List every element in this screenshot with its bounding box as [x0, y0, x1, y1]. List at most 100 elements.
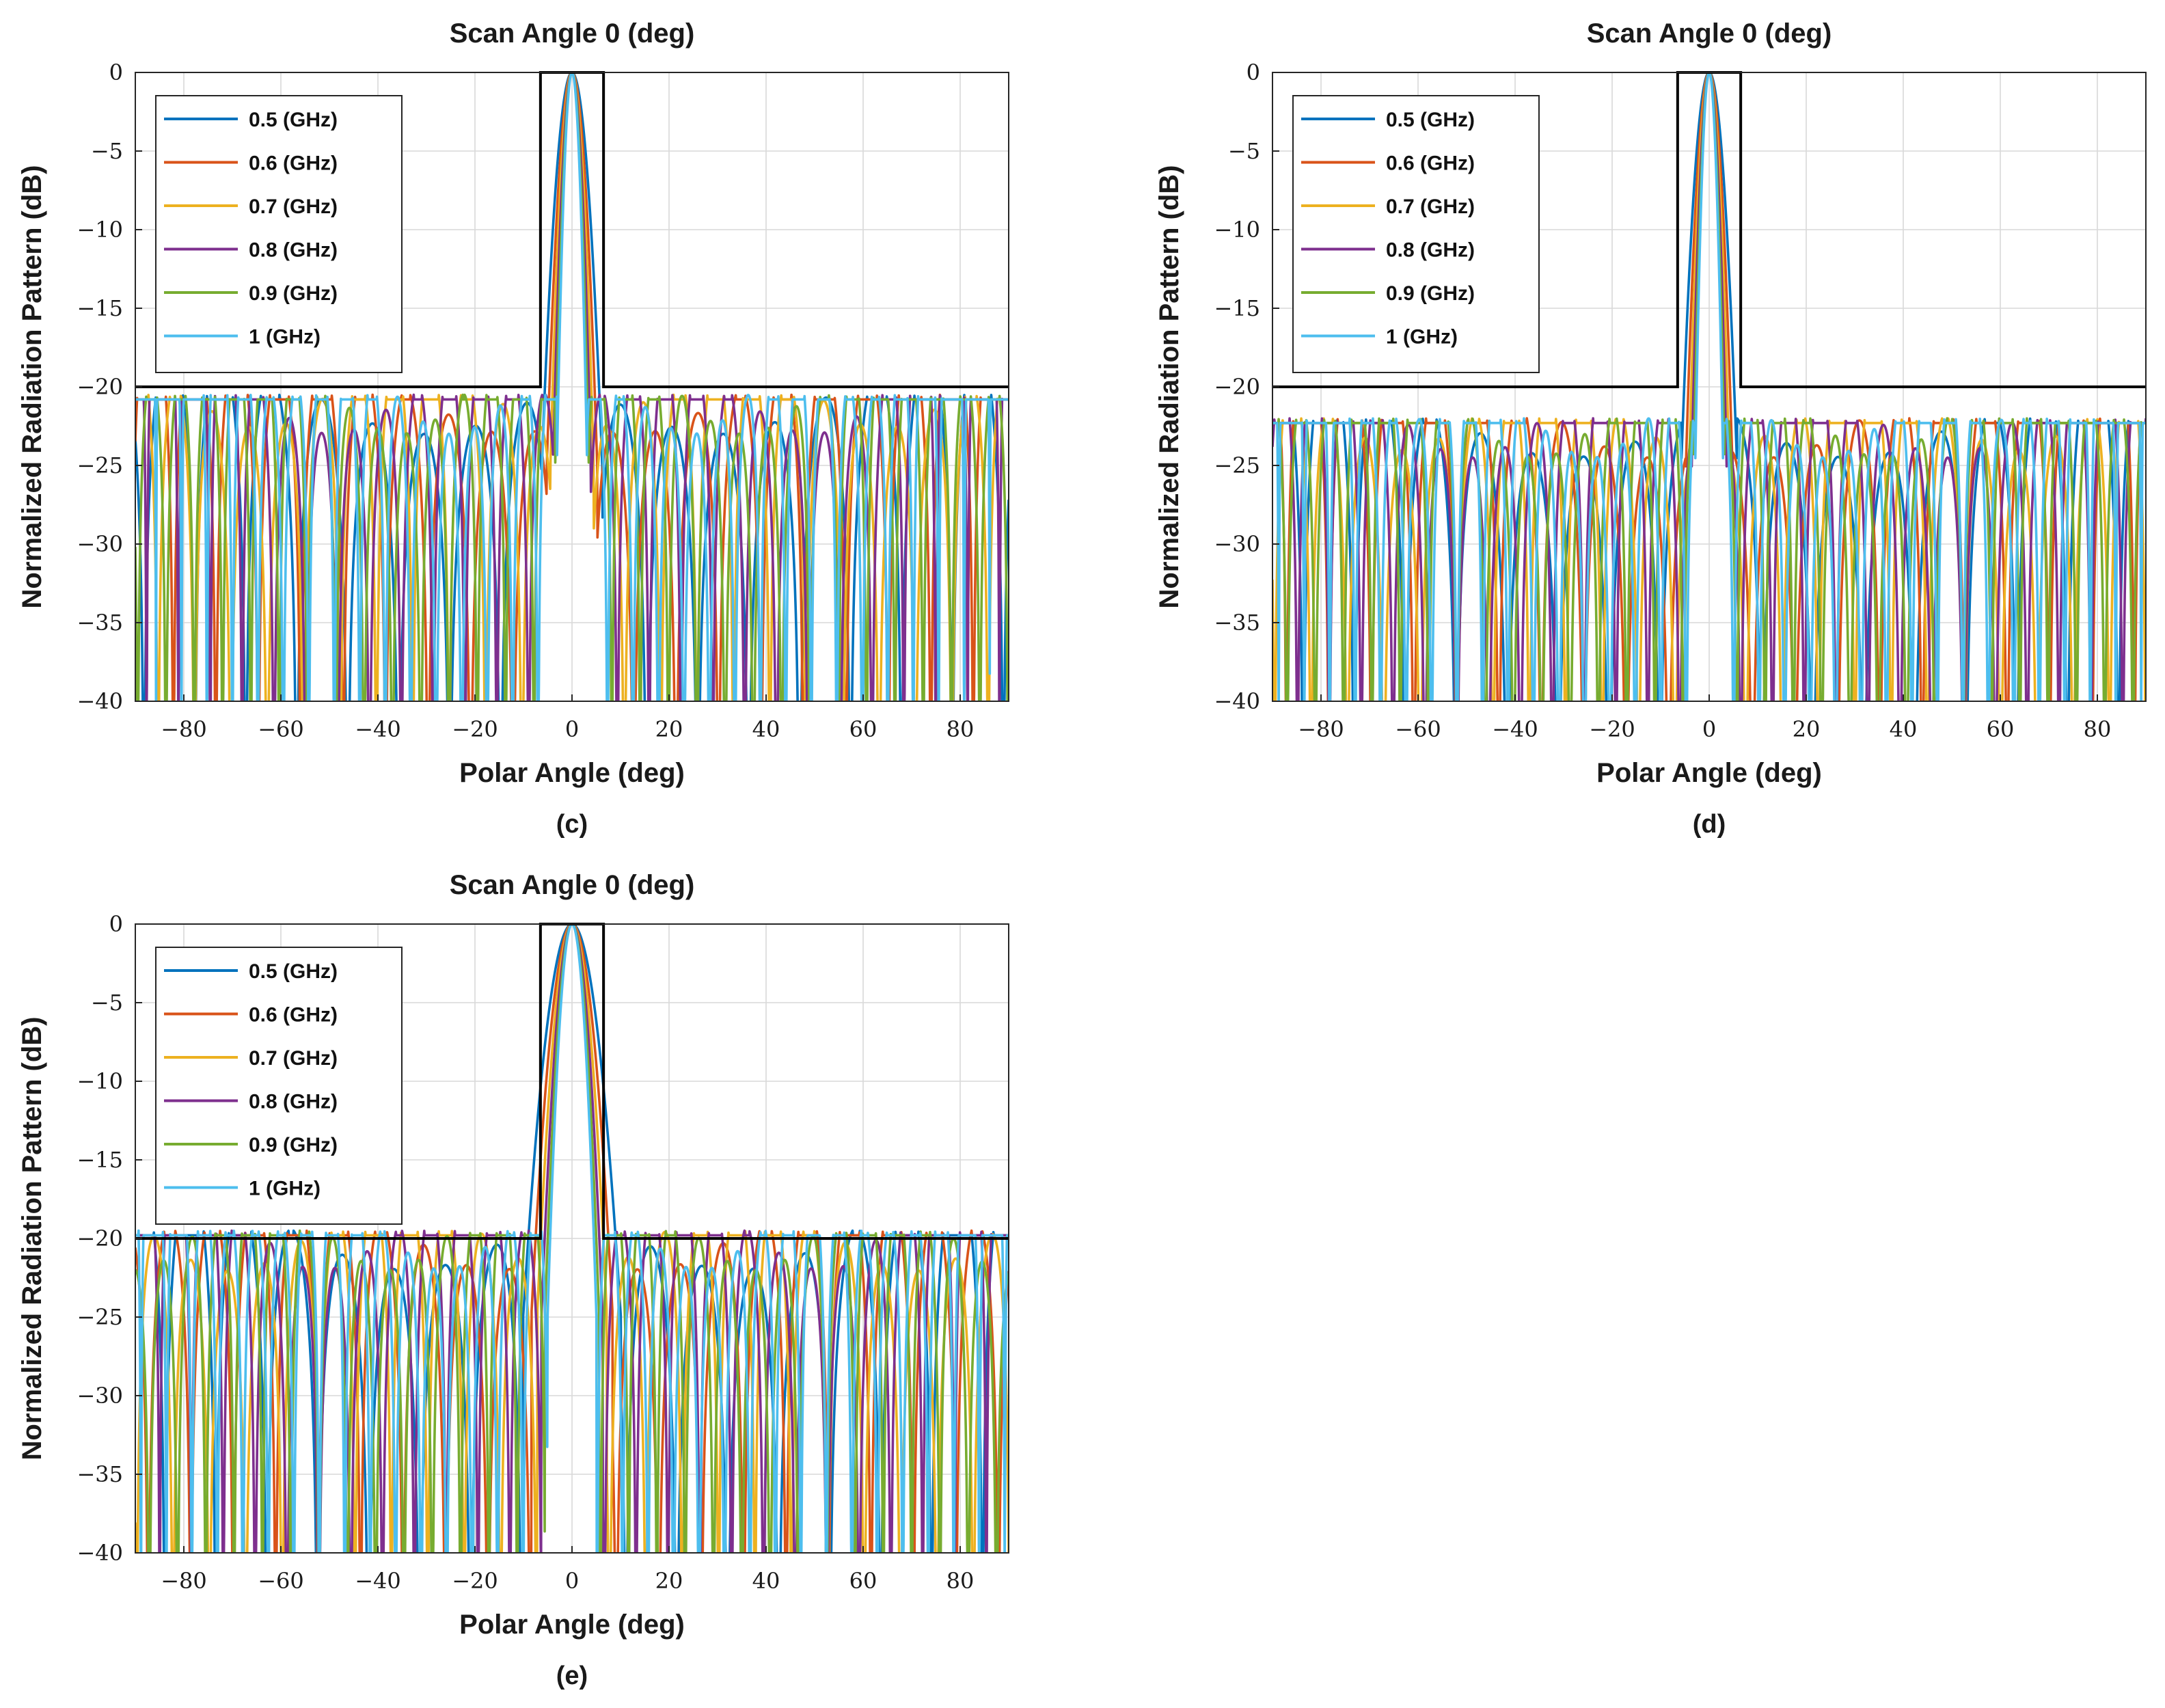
legend-label: 0.8 (GHz)	[1386, 239, 1475, 262]
y-axis-label: Normalized Radiation Pattern (dB)	[1154, 165, 1184, 609]
tick-labels: −80 −60 −40 −20 0 20 40 60 80 0 −5 −10 −15 −20 −25 −30 −…	[77, 911, 974, 1594]
series-line-1-ghz-	[135, 72, 1009, 701]
x-tick-label: 80	[947, 1568, 975, 1594]
legend-box	[155, 947, 403, 1225]
x-tick-label: 20	[655, 1568, 683, 1594]
y-tick-label: −15	[77, 1147, 123, 1173]
legend-label: 0.5 (GHz)	[249, 960, 338, 983]
x-tick-label: 20	[655, 716, 683, 742]
y-tick-label: 0	[109, 911, 123, 937]
x-tick-label: −40	[1492, 716, 1538, 742]
y-tick-label: −35	[77, 1461, 123, 1487]
legend-label: 1 (GHz)	[249, 1178, 321, 1200]
series-curves	[1272, 72, 2146, 701]
y-tick-label: −5	[91, 990, 123, 1016]
x-tick-label: 0	[565, 1568, 579, 1594]
x-tick-label: 60	[849, 1568, 877, 1594]
y-tick-label: −15	[77, 295, 123, 321]
y-axis-label: Normalized Radiation Pattern (dB)	[17, 165, 47, 609]
y-tick-label: −5	[91, 138, 123, 164]
legend-label: 0.7 (GHz)	[249, 195, 338, 218]
x-tick-label: −20	[1589, 716, 1635, 742]
legend-label: 0.5 (GHz)	[1386, 109, 1475, 131]
legend-box	[1292, 95, 1540, 373]
y-tick-label: −30	[77, 1383, 123, 1409]
y-tick-label: 0	[1247, 59, 1260, 85]
series-curves	[135, 72, 1009, 701]
y-tick-label: −25	[1214, 452, 1260, 478]
x-tick-label: 60	[849, 716, 877, 742]
legend-label: 0.5 (GHz)	[249, 109, 338, 131]
chart-panel-d: Scan Angle 0 (deg) −80 −60 −40 −20 0 20 40 60 80…	[1154, 18, 2147, 839]
legend-label: 0.8 (GHz)	[249, 239, 338, 262]
x-tick-label: 40	[1890, 716, 1918, 742]
x-tick-label: 40	[752, 716, 780, 742]
panel-caption: (c)	[556, 810, 588, 839]
legend-label: 0.9 (GHz)	[249, 1134, 338, 1156]
series-line-1-ghz-	[1272, 72, 2146, 701]
series-line-0-6-ghz-	[1272, 72, 2146, 701]
legend-label: 0.6 (GHz)	[1386, 152, 1475, 175]
y-tick-label: −20	[77, 1225, 123, 1251]
x-axis-label: Polar Angle (deg)	[459, 758, 685, 788]
series-line-0-6-ghz-	[135, 72, 1009, 701]
series-line-1-ghz-	[135, 924, 1009, 1553]
y-tick-label: −25	[77, 452, 123, 478]
legend-label: 0.7 (GHz)	[1386, 195, 1475, 218]
x-tick-label: 0	[565, 716, 579, 742]
legend-label: 0.8 (GHz)	[249, 1091, 338, 1113]
y-tick-label: −30	[1214, 531, 1260, 557]
panel-caption: (d)	[1693, 810, 1726, 839]
y-tick-label: −10	[1214, 217, 1260, 243]
legend: 0.5 (GHz) 0.6 (GHz) 0.7 (GHz) 0.8 (GHz) 0.9 …	[155, 947, 403, 1225]
series-line-0-8-ghz-	[1272, 72, 2146, 701]
chart-panel-e: Scan Angle 0 (deg) −80 −60 −40 −20 0 20 40 60 80…	[17, 870, 1009, 1690]
x-tick-label: 80	[947, 716, 975, 742]
x-tick-label: −40	[355, 716, 401, 742]
series-line-0-8-ghz-	[135, 924, 1009, 1553]
y-tick-label: −10	[77, 1068, 123, 1094]
tick-labels: −80 −60 −40 −20 0 20 40 60 80 0 −5 −10 −15 −20 −25 −30 −…	[1214, 59, 2111, 742]
x-tick-label: −80	[1298, 716, 1344, 742]
chart-title: Scan Angle 0 (deg)	[450, 870, 695, 900]
legend-box	[155, 95, 403, 373]
x-tick-label: −60	[258, 716, 304, 742]
x-axis-label: Polar Angle (deg)	[459, 1610, 685, 1640]
y-tick-label: −20	[1214, 374, 1260, 400]
y-tick-label: −10	[77, 217, 123, 243]
legend-label: 1 (GHz)	[249, 326, 321, 349]
chart-title: Scan Angle 0 (deg)	[1587, 18, 1832, 49]
series-curves	[135, 924, 1009, 1553]
x-tick-label: −80	[161, 716, 207, 742]
y-tick-label: −40	[77, 1540, 123, 1566]
legend: 0.5 (GHz) 0.6 (GHz) 0.7 (GHz) 0.8 (GHz) 0.9 …	[155, 95, 403, 373]
x-tick-label: 60	[1987, 716, 2015, 742]
x-tick-label: 0	[1702, 716, 1716, 742]
y-tick-label: −35	[1214, 610, 1260, 636]
legend-label: 0.6 (GHz)	[249, 152, 338, 175]
x-tick-label: −20	[452, 716, 498, 742]
y-tick-label: −35	[77, 610, 123, 636]
chart-panel-c: Scan Angle 0 (deg) −80 −60 −40 −20 0 20 40 60 80…	[17, 18, 1009, 839]
legend-label: 0.9 (GHz)	[1386, 282, 1475, 305]
y-tick-label: −30	[77, 531, 123, 557]
y-tick-label: −20	[77, 374, 123, 400]
legend-label: 1 (GHz)	[1386, 326, 1458, 349]
series-line-0-7-ghz-	[135, 72, 1009, 701]
x-tick-label: −60	[258, 1568, 304, 1594]
series-line-0-8-ghz-	[135, 72, 1009, 701]
x-tick-label: −40	[355, 1568, 401, 1594]
legend-label: 0.6 (GHz)	[249, 1004, 338, 1027]
series-line-0-7-ghz-	[1272, 72, 2146, 701]
x-tick-label: −80	[161, 1568, 207, 1594]
y-tick-label: −5	[1228, 138, 1260, 164]
legend: 0.5 (GHz) 0.6 (GHz) 0.7 (GHz) 0.8 (GHz) 0.9 …	[1292, 95, 1540, 373]
y-tick-label: 0	[109, 59, 123, 85]
y-axis-label: Normalized Radiation Pattern (dB)	[17, 1017, 47, 1461]
y-tick-label: −25	[77, 1304, 123, 1330]
tick-labels: −80 −60 −40 −20 0 20 40 60 80 0 −5 −10 −15 −20 −25 −30 −…	[77, 59, 974, 742]
panel-caption: (e)	[556, 1662, 588, 1690]
x-tick-label: −60	[1395, 716, 1441, 742]
y-tick-label: −40	[1214, 688, 1260, 714]
